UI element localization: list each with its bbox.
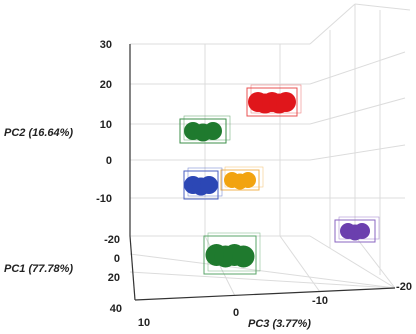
pc1-axis-line: [129, 235, 136, 301]
grid-line: [309, 144, 406, 161]
cluster-1: [246, 84, 302, 117]
cluster-bounding-box: [220, 169, 260, 191]
cluster-6: [334, 216, 380, 243]
grid-line: [129, 253, 396, 289]
cluster-bounding-box: [203, 235, 257, 275]
pc2-axis-label: PC2 (16.64%): [4, 127, 73, 139]
cluster-bounding-box: [179, 118, 227, 144]
grid-line: [309, 3, 356, 45]
pc3-tick-label: 10: [138, 317, 150, 329]
pc2-tick-label: 10: [100, 119, 112, 131]
pc2-tick-label: 20: [100, 79, 112, 91]
data-point: [204, 122, 222, 140]
grid-line: [129, 271, 396, 289]
pc1-tick-label: 20: [108, 272, 120, 284]
data-point: [200, 176, 218, 194]
axes: [129, 44, 396, 301]
data-point: [354, 223, 370, 239]
data-point: [276, 92, 296, 112]
clusters-layer: [179, 84, 380, 275]
grid-line: [354, 3, 411, 11]
pc3-tick-label: 0: [233, 307, 239, 319]
data-point: [240, 172, 256, 188]
pc1-tick-label: 40: [110, 303, 122, 315]
cluster-3: [220, 166, 264, 191]
grid-line: [279, 235, 321, 293]
grid-line: [309, 51, 406, 85]
cluster-2: [179, 115, 231, 144]
grid-line: [309, 97, 406, 125]
pc1-tick-label: 0: [114, 253, 120, 265]
cluster-4: [183, 167, 223, 200]
pc2-tick-label: 30: [100, 39, 112, 51]
pc2-tick-label: -10: [96, 193, 112, 205]
pc3-axis-label: PC3 (3.77%): [248, 318, 311, 330]
cluster-bounding-box: [246, 87, 298, 117]
pc2-tick-label: 0: [106, 155, 112, 167]
pc3-axis-line: [134, 287, 396, 301]
pc2-tick-label: -20: [104, 234, 120, 246]
grid-line: [354, 235, 396, 289]
pc3-tick-label: -20: [396, 281, 412, 293]
cluster-5: [203, 232, 261, 275]
data-point: [232, 245, 255, 268]
chart-grid: [129, 3, 411, 301]
cluster-bounding-box: [334, 219, 376, 243]
grid-line: [309, 235, 396, 289]
pc1-axis-label: PC1 (77.78%): [4, 263, 73, 275]
pc3-tick-label: -10: [312, 295, 328, 307]
